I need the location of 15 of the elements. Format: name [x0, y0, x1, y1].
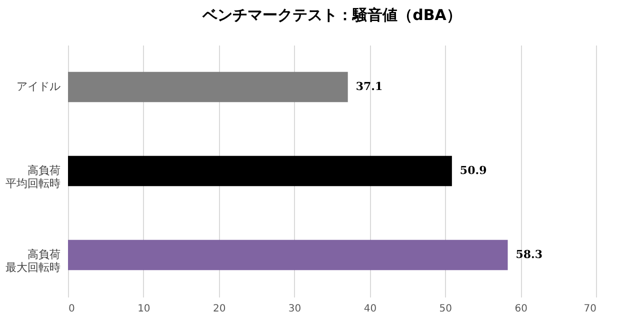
- data-label: 58.3: [516, 248, 543, 261]
- x-tick-label: 50: [439, 304, 452, 314]
- x-tick-label: 10: [138, 304, 150, 314]
- y-tick-label: アイドル: [16, 80, 60, 93]
- y-tick-label: 高負荷平均回転時: [6, 164, 60, 190]
- x-tick-label: 60: [514, 304, 528, 314]
- x-tick-label: 30: [288, 304, 302, 314]
- data-label: 50.9: [460, 164, 487, 177]
- data-label: 37.1: [356, 80, 383, 93]
- x-tick-label: 70: [584, 304, 596, 314]
- x-tick-label: 20: [212, 304, 226, 314]
- x-tick-label: 40: [364, 304, 377, 314]
- x-tick-label: 0: [68, 304, 75, 314]
- chart-title: ベンチマークテスト：騒音値（dBA）: [202, 6, 462, 24]
- y-tick-label: 高負荷最大回転時: [6, 248, 60, 274]
